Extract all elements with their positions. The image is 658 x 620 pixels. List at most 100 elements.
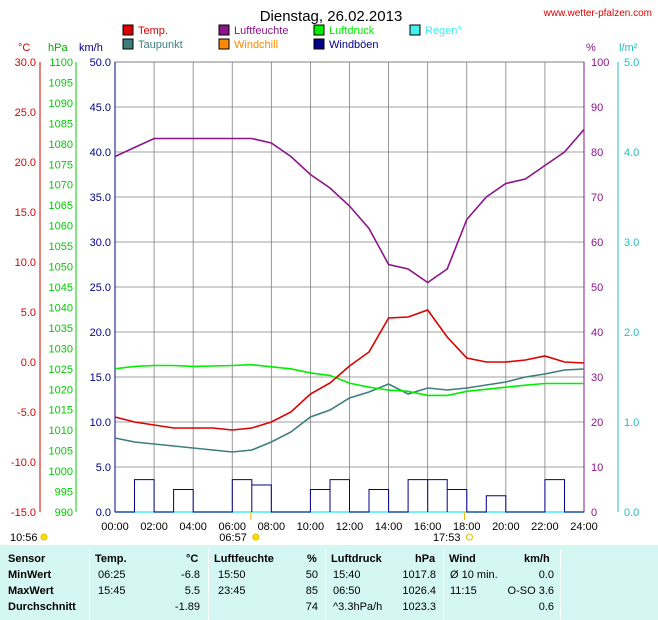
time-tick-label: 04:00 — [179, 521, 207, 533]
source-url[interactable]: www.wetter-pfalzen.com — [543, 8, 652, 19]
time-tick-label: 06:00 — [218, 521, 246, 533]
temp-tick-label: 20.0 — [15, 157, 36, 169]
wind-tick-label: 20.0 — [90, 327, 111, 339]
pressure-tick-label: 1070 — [49, 180, 73, 192]
temp-tick-label: -10.0 — [11, 457, 36, 469]
pressure-tick-label: 1085 — [49, 118, 73, 130]
pressure-tick-label: 1060 — [49, 221, 73, 233]
time-tick-label: 18:00 — [453, 521, 481, 533]
stats-cell: 0.6 — [538, 601, 554, 613]
legend-swatch — [218, 38, 230, 50]
stats-cell: 0.0 — [538, 569, 554, 581]
rain-tick-label: 3.0 — [624, 237, 639, 249]
legend-swatch — [313, 38, 325, 50]
wind-tick-label: 15.0 — [90, 372, 111, 384]
rain-tick-label: 4.0 — [624, 147, 639, 159]
legend-swatch — [218, 24, 230, 36]
series-line-luftfeuchte — [114, 128, 585, 284]
header-pressure-unit: hPa — [415, 553, 436, 565]
wind-tick-label: 0.0 — [96, 507, 111, 519]
sunshine-icon — [40, 533, 48, 541]
series-line-temp — [114, 309, 585, 431]
header-pressure: Luftdruck — [331, 553, 382, 565]
series-line-luftdruck — [114, 363, 584, 397]
wind-tick-label: 10.0 — [90, 417, 111, 429]
stats-cell: 1023.3 — [402, 601, 436, 613]
humidity-tick-label: 0 — [591, 507, 597, 519]
stats-cell: 74 — [305, 601, 318, 613]
time-tick-label: 08:00 — [258, 521, 286, 533]
humidity-tick-label: 10 — [591, 462, 603, 474]
header-humidity-unit: % — [307, 553, 317, 565]
legend-label: Luftfeuchte — [234, 25, 288, 37]
stats-cell: 11:15 — [450, 585, 477, 597]
time-tick-label: 02:00 — [140, 521, 168, 533]
humidity-tick-label: 60 — [591, 237, 603, 249]
stats-cell: 06:50 — [333, 585, 361, 597]
humidity-tick-label: 70 — [591, 192, 603, 204]
legend-label: Windchill — [234, 39, 278, 51]
temp-unit-label: °C — [18, 42, 30, 54]
humidity-tick-label: 20 — [591, 417, 603, 429]
legend-swatch — [122, 24, 134, 36]
humidity-unit-label: % — [586, 42, 596, 54]
time-tick-label: 10:00 — [297, 521, 325, 533]
time-tick-label: 14:00 — [375, 521, 403, 533]
sunrise-time: 06:57 — [219, 532, 247, 544]
pressure-tick-label: 1035 — [49, 323, 73, 335]
stats-cell: 50 — [305, 569, 318, 581]
stats-cell: Ø 10 min. — [450, 569, 498, 581]
temp-tick-label: 30.0 — [15, 57, 36, 69]
pressure-tick-label: 1045 — [49, 282, 73, 294]
header-humidity: Luftfeuchte — [214, 553, 274, 565]
stats-row-label: MaxWert — [8, 585, 54, 597]
header-wind-unit: km/h — [524, 553, 550, 565]
humidity-tick-label: 100 — [591, 57, 609, 69]
pressure-tick-label: 995 — [55, 487, 73, 499]
legend-swatch — [313, 24, 325, 36]
pressure-tick-label: 1010 — [49, 425, 73, 437]
temp-tick-label: 10.0 — [15, 257, 36, 269]
legend-swatch — [122, 38, 134, 50]
time-tick-label: 16:00 — [414, 521, 442, 533]
stats-cell: O-SO 3.6 — [507, 585, 554, 597]
temp-tick-label: 0.0 — [21, 357, 36, 369]
stats-row-label: Durchschnitt — [8, 601, 76, 613]
stats-cell: 85 — [305, 585, 318, 597]
time-tick-label: 20:00 — [492, 521, 520, 533]
pressure-tick-label: 1080 — [49, 139, 73, 151]
temp-tick-label: -15.0 — [11, 507, 36, 519]
pressure-tick-label: 1025 — [49, 364, 73, 376]
time-tick-label: 00:00 — [101, 521, 129, 533]
wind-tick-label: 30.0 — [90, 237, 111, 249]
sunshine-duration: 10:56 — [10, 532, 38, 544]
pressure-tick-label: 1005 — [49, 446, 73, 458]
temp-tick-label: 5.0 — [21, 307, 36, 319]
pressure-tick-label: 1075 — [49, 159, 73, 171]
wind-tick-label: 40.0 — [90, 147, 111, 159]
wind-tick-label: 5.0 — [96, 462, 111, 474]
stats-cell: 1026.4 — [402, 585, 436, 597]
rain-unit-label: l/m² — [619, 42, 638, 54]
pressure-unit-label: hPa — [48, 42, 68, 54]
temp-tick-label: 15.0 — [15, 207, 36, 219]
stats-cell: -1.89 — [174, 601, 200, 613]
pressure-tick-label: 1055 — [49, 241, 73, 253]
humidity-tick-label: 50 — [591, 282, 603, 294]
time-tick-label: 12:00 — [336, 521, 364, 533]
rain-tick-label: 0.0 — [624, 507, 639, 519]
stats-cell: 1017.8 — [402, 569, 436, 581]
sunrise-icon — [252, 533, 260, 541]
stats-cell: 23:45 — [218, 585, 246, 597]
legend: Temp. Luftfeuchte Luftdruck Regen° Taupunkt W… — [122, 24, 462, 51]
temp-tick-label: 25.0 — [15, 107, 36, 119]
series-line-taupunkt — [114, 368, 585, 453]
stats-cell: 15:40 — [333, 569, 361, 581]
pressure-tick-label: 1030 — [49, 343, 73, 355]
legend-label: Luftdruck — [329, 25, 375, 37]
pressure-tick-label: 1020 — [49, 384, 73, 396]
wind-tick-label: 50.0 — [90, 57, 111, 69]
stats-cell: -6.8 — [181, 569, 200, 581]
pressure-tick-label: 1095 — [49, 77, 73, 89]
stats-table: Sensor Temp. °C Luftfeuchte % Luftdruck … — [0, 545, 658, 620]
